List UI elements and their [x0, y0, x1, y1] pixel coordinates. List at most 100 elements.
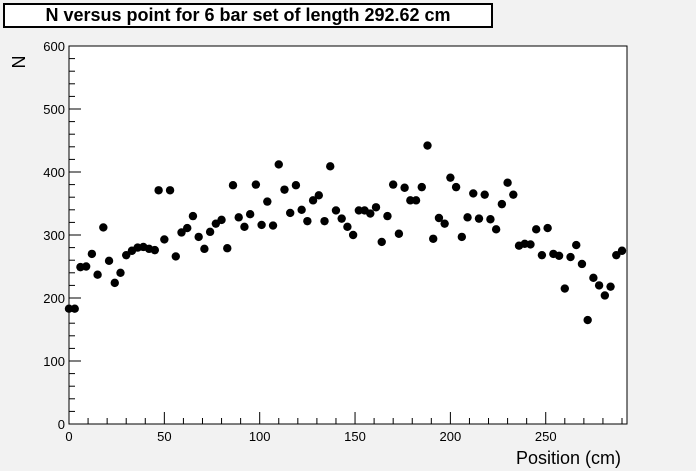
y-tick-label: 0	[58, 417, 65, 432]
data-point	[183, 223, 192, 233]
data-point	[205, 227, 215, 237]
data-point	[320, 216, 329, 226]
data-point	[297, 205, 306, 214]
x-tick-label: 250	[535, 429, 557, 444]
data-point	[122, 250, 131, 260]
data-points	[64, 141, 627, 325]
data-point	[154, 186, 163, 195]
data-point	[566, 252, 575, 262]
data-point	[429, 234, 438, 243]
data-point	[337, 214, 346, 223]
data-point	[423, 141, 432, 150]
data-point	[268, 221, 278, 230]
data-point	[150, 245, 160, 255]
data-point	[509, 190, 518, 199]
data-point	[366, 209, 375, 218]
data-point	[160, 235, 169, 244]
data-point	[291, 181, 301, 190]
data-point	[177, 228, 186, 237]
data-point	[263, 197, 272, 206]
data-point	[188, 211, 198, 221]
data-point	[583, 315, 592, 325]
y-axis-label: N	[9, 56, 29, 69]
data-point	[343, 222, 352, 232]
data-point	[554, 251, 564, 260]
data-point	[491, 225, 501, 234]
data-point	[594, 281, 604, 290]
data-point	[70, 304, 79, 313]
data-point	[480, 190, 489, 199]
data-point	[411, 196, 421, 205]
data-point	[234, 213, 243, 222]
data-point	[165, 186, 175, 195]
data-point	[589, 273, 598, 283]
data-point	[171, 252, 180, 261]
y-axis: 0 100 200 300 400 500 600	[43, 39, 81, 432]
data-point	[543, 223, 552, 233]
x-tick-label: 0	[65, 429, 72, 444]
data-point	[388, 180, 398, 189]
y-tick-label: 300	[43, 228, 65, 243]
data-point	[326, 162, 335, 171]
data-point	[463, 213, 472, 222]
data-point	[194, 232, 203, 242]
data-point	[314, 191, 324, 200]
plot-area	[68, 45, 628, 425]
data-point	[99, 223, 108, 232]
data-point	[280, 185, 289, 194]
data-point	[612, 250, 621, 260]
data-point	[497, 199, 507, 209]
data-point	[434, 213, 444, 223]
y-tick-label: 200	[43, 291, 65, 306]
data-point	[486, 215, 495, 224]
data-point	[377, 237, 386, 247]
data-point	[400, 183, 409, 192]
data-point	[116, 268, 125, 277]
data-point	[451, 182, 461, 192]
data-point	[537, 250, 547, 260]
data-point	[417, 182, 426, 192]
data-point	[251, 180, 261, 189]
data-point	[308, 196, 318, 205]
data-point	[617, 246, 627, 255]
data-point	[526, 240, 535, 249]
data-point	[93, 270, 102, 279]
x-axis-label: Position (cm)	[516, 448, 621, 468]
data-point	[223, 244, 232, 253]
data-point	[303, 216, 312, 226]
data-point	[104, 256, 114, 266]
x-axis: 0 50 100 150 200 250	[65, 412, 627, 444]
data-point	[560, 284, 569, 293]
data-point	[240, 222, 249, 232]
data-point	[245, 210, 255, 219]
data-point	[286, 208, 295, 218]
data-point	[87, 249, 97, 259]
data-point	[606, 282, 615, 291]
data-point	[531, 225, 541, 234]
data-point	[383, 211, 392, 221]
data-point	[394, 229, 404, 238]
y-tick-label: 400	[43, 165, 65, 180]
chart-title: N versus point for 6 bar set of length 2…	[3, 3, 493, 28]
data-point	[81, 262, 91, 271]
data-point	[457, 232, 467, 242]
x-tick-label: 200	[440, 429, 462, 444]
data-point	[228, 181, 238, 190]
data-point	[577, 259, 587, 269]
data-point	[600, 291, 610, 300]
data-point	[110, 278, 119, 288]
y-tick-label: 600	[43, 39, 65, 54]
data-point	[200, 244, 209, 254]
data-point	[503, 178, 512, 187]
data-point	[348, 230, 358, 240]
data-point	[371, 203, 381, 212]
data-point	[217, 215, 226, 225]
data-point	[257, 220, 266, 230]
data-point	[474, 214, 484, 223]
x-tick-label: 150	[344, 429, 366, 444]
x-tick-label: 100	[249, 429, 271, 444]
y-tick-label: 500	[43, 102, 65, 117]
data-point	[274, 160, 283, 169]
data-point	[440, 219, 449, 228]
